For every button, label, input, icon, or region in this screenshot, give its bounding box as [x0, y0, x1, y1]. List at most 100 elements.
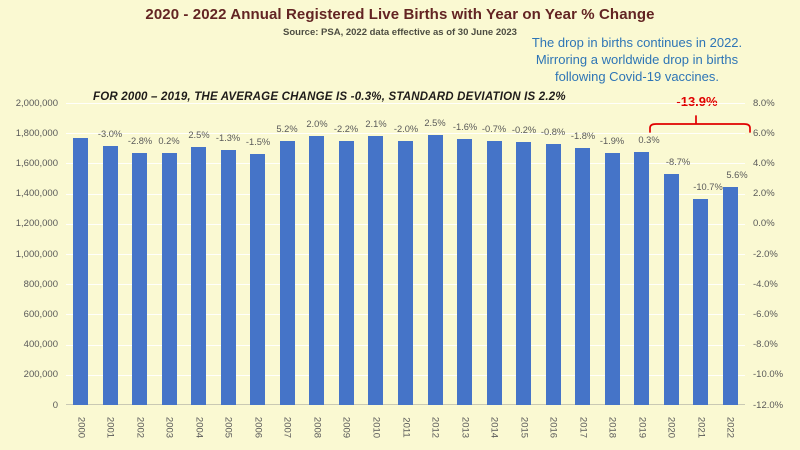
y-right-tick-label: -2.0%: [753, 249, 778, 260]
x-tick-2018: 2018: [606, 416, 618, 439]
bar-2008: [309, 136, 324, 405]
pct-label-2016: -0.8%: [540, 127, 566, 137]
y-left-tick-label: 1,800,000: [15, 128, 58, 139]
x-tick-2002: 2002: [134, 416, 146, 439]
y-left-tick-label: 0: [52, 400, 58, 411]
bar-2013: [457, 139, 472, 405]
plot-area: [66, 103, 745, 405]
pct-label-2010: 2.1%: [365, 119, 387, 129]
x-tick-2014: 2014: [488, 416, 500, 439]
pct-label-2018: -1.9%: [599, 136, 625, 146]
bar-2003: [162, 153, 177, 405]
x-tick-2021: 2021: [695, 416, 707, 439]
x-tick-2003: 2003: [163, 416, 175, 439]
bar-2005: [221, 150, 236, 405]
bar-2009: [339, 141, 354, 405]
y-left-tick-label: 200,000: [23, 369, 58, 380]
bar-2002: [132, 153, 147, 405]
x-tick-2011: 2011: [400, 417, 412, 438]
x-tick-2005: 2005: [222, 416, 234, 439]
bar-2021: [693, 199, 708, 405]
x-tick-2008: 2008: [311, 416, 323, 439]
pct-label-2009: -2.2%: [333, 124, 359, 134]
bar-2007: [280, 141, 295, 405]
x-tick-2006: 2006: [252, 416, 264, 439]
pct-label-2014: -0.7%: [481, 124, 507, 134]
y-right-tick-label: 4.0%: [753, 158, 775, 169]
chart-title: 2020 - 2022 Annual Registered Live Birth…: [145, 6, 655, 23]
y-left-tick-label: 2,000,000: [15, 98, 58, 109]
y-left-tick-label: 400,000: [23, 339, 58, 350]
bar-2011: [398, 141, 413, 405]
pct-label-2012: 2.5%: [424, 118, 446, 128]
y-right-tick-label: -12.0%: [753, 400, 784, 411]
y-right-tick-label: -8.0%: [753, 339, 778, 350]
y-right-tick-label: 6.0%: [753, 128, 775, 139]
bar-2018: [605, 153, 620, 405]
curly-bracket-annotation: [649, 115, 751, 133]
bar-2000: [73, 138, 88, 405]
x-tick-2004: 2004: [193, 416, 205, 439]
x-tick-2007: 2007: [281, 416, 293, 439]
pct-label-2007: 5.2%: [276, 124, 298, 134]
pct-label-2019: 0.3%: [638, 135, 660, 145]
y-left-tick-label: 800,000: [23, 279, 58, 290]
x-tick-2012: 2012: [429, 416, 441, 439]
x-tick-2009: 2009: [340, 416, 352, 439]
y-right-tick-label: 0.0%: [753, 218, 775, 229]
bar-2004: [191, 147, 206, 405]
blue-annotation: The drop in births continues in 2022. Mi…: [512, 34, 762, 85]
gridline: [66, 133, 745, 134]
blue-annotation-line3: following Covid-19 vaccines.: [554, 69, 720, 84]
pct-label-2003: 0.2%: [158, 136, 180, 146]
x-tick-2016: 2016: [547, 416, 559, 439]
bar-2020: [664, 174, 679, 405]
bar-2019: [634, 152, 649, 405]
bracket-label: -13.9%: [676, 94, 718, 109]
bar-2001: [103, 146, 118, 405]
bar-2010: [368, 136, 383, 405]
pct-label-2015: -0.2%: [511, 125, 537, 135]
bar-2014: [487, 141, 502, 405]
y-left-tick-label: 1,600,000: [15, 158, 58, 169]
pct-label-2017: -1.8%: [570, 131, 596, 141]
pct-label-2002: -2.8%: [127, 136, 153, 146]
y-right-tick-label: 8.0%: [753, 98, 775, 109]
bar-2015: [516, 142, 531, 405]
stats-annotation: FOR 2000 – 2019, THE AVERAGE CHANGE IS -…: [93, 91, 566, 103]
pct-label-2001: -3.0%: [97, 129, 123, 139]
pct-label-2013: -1.6%: [452, 122, 478, 132]
x-tick-2017: 2017: [577, 416, 589, 439]
x-tick-2010: 2010: [370, 416, 382, 439]
bar-2022: [723, 187, 738, 405]
y-left-tick-label: 1,000,000: [15, 249, 58, 260]
y-left-tick-label: 1,200,000: [15, 218, 58, 229]
pct-label-2011: -2.0%: [393, 124, 419, 134]
x-tick-2015: 2015: [518, 416, 530, 439]
chart-subtitle: Source: PSA, 2022 data effective as of 3…: [283, 27, 517, 38]
blue-annotation-line1: The drop in births continues in 2022.: [531, 35, 743, 50]
bar-2006: [250, 154, 265, 405]
bar-2017: [575, 148, 590, 405]
x-tick-2000: 2000: [75, 416, 87, 439]
pct-label-2006: -1.5%: [245, 137, 271, 147]
bar-2012: [428, 135, 443, 405]
y-right-tick-label: -4.0%: [753, 279, 778, 290]
y-right-tick-label: -6.0%: [753, 309, 778, 320]
pct-label-2022: 5.6%: [726, 170, 748, 180]
pct-label-2004: 2.5%: [188, 130, 210, 140]
y-right-tick-label: 2.0%: [753, 188, 775, 199]
bar-2016: [546, 144, 561, 405]
x-tick-2019: 2019: [636, 416, 648, 439]
pct-label-2020: -8.7%: [665, 157, 691, 167]
blue-annotation-line2: Mirroring a worldwide drop in births: [535, 52, 739, 67]
pct-label-2005: -1.3%: [215, 133, 241, 143]
pct-label-2008: 2.0%: [306, 119, 328, 129]
pct-label-2021: -10.7%: [693, 182, 723, 192]
x-tick-2001: 2001: [104, 416, 116, 439]
x-tick-2013: 2013: [459, 416, 471, 439]
gridline: [66, 103, 745, 104]
x-tick-2020: 2020: [665, 416, 677, 439]
y-right-tick-label: -10.0%: [753, 369, 784, 380]
